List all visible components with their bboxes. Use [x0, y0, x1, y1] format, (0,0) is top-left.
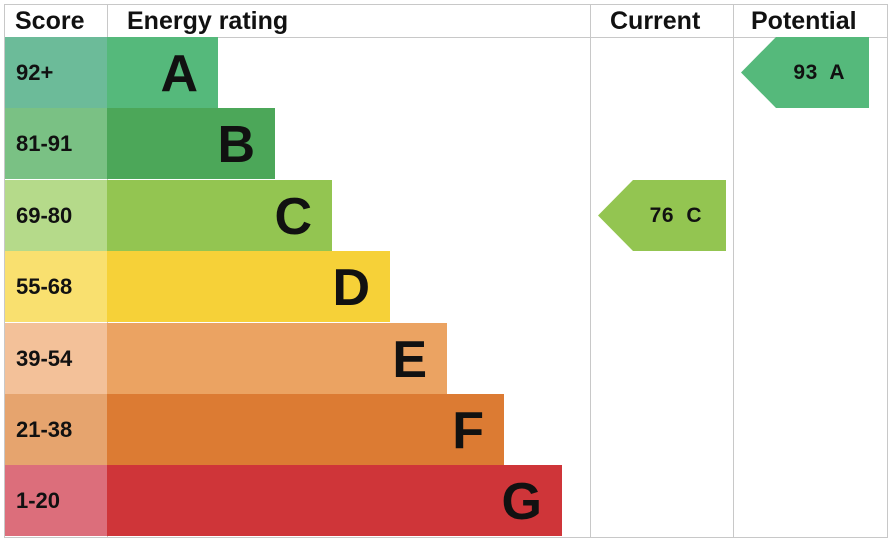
- arrow-shape-icon: [741, 37, 869, 108]
- band-bar: G: [107, 465, 562, 537]
- current-rating-arrow: 76 C: [598, 180, 726, 251]
- band-letter: G: [501, 473, 542, 532]
- band-letter: E: [392, 330, 427, 389]
- band-score: 69-80: [5, 179, 107, 251]
- band-score: 55-68: [5, 251, 107, 323]
- band-score: 92+: [5, 37, 107, 108]
- band-letter: C: [274, 187, 312, 246]
- divider: [733, 4, 734, 538]
- band-bar: C: [107, 179, 332, 251]
- band-bar: B: [107, 108, 275, 180]
- current-rating-label: 76 C: [649, 204, 702, 227]
- band-bar: D: [107, 251, 390, 323]
- band-bar: F: [107, 394, 504, 465]
- band-letter: A: [160, 45, 198, 103]
- band-score: 1-20: [5, 465, 107, 537]
- potential-rating-label: 93 A: [793, 61, 845, 84]
- band-letter: B: [217, 116, 255, 175]
- band-score: 21-38: [5, 394, 107, 465]
- header-score: Score: [15, 7, 85, 35]
- header-current: Current: [610, 7, 701, 35]
- divider: [590, 4, 591, 538]
- potential-rating-arrow: 93 A: [741, 37, 869, 108]
- header-divider: [4, 37, 888, 38]
- band-bar: E: [107, 322, 447, 394]
- band-letter: F: [452, 402, 484, 460]
- band-score: 81-91: [5, 108, 107, 180]
- band-letter: D: [332, 259, 370, 318]
- band-bar: A: [107, 37, 218, 108]
- header-potential: Potential: [751, 7, 857, 35]
- epc-chart-frame: [4, 4, 888, 538]
- header-energy-rating: Energy rating: [127, 7, 289, 35]
- arrow-shape-icon: [598, 180, 726, 251]
- band-score: 39-54: [5, 322, 107, 394]
